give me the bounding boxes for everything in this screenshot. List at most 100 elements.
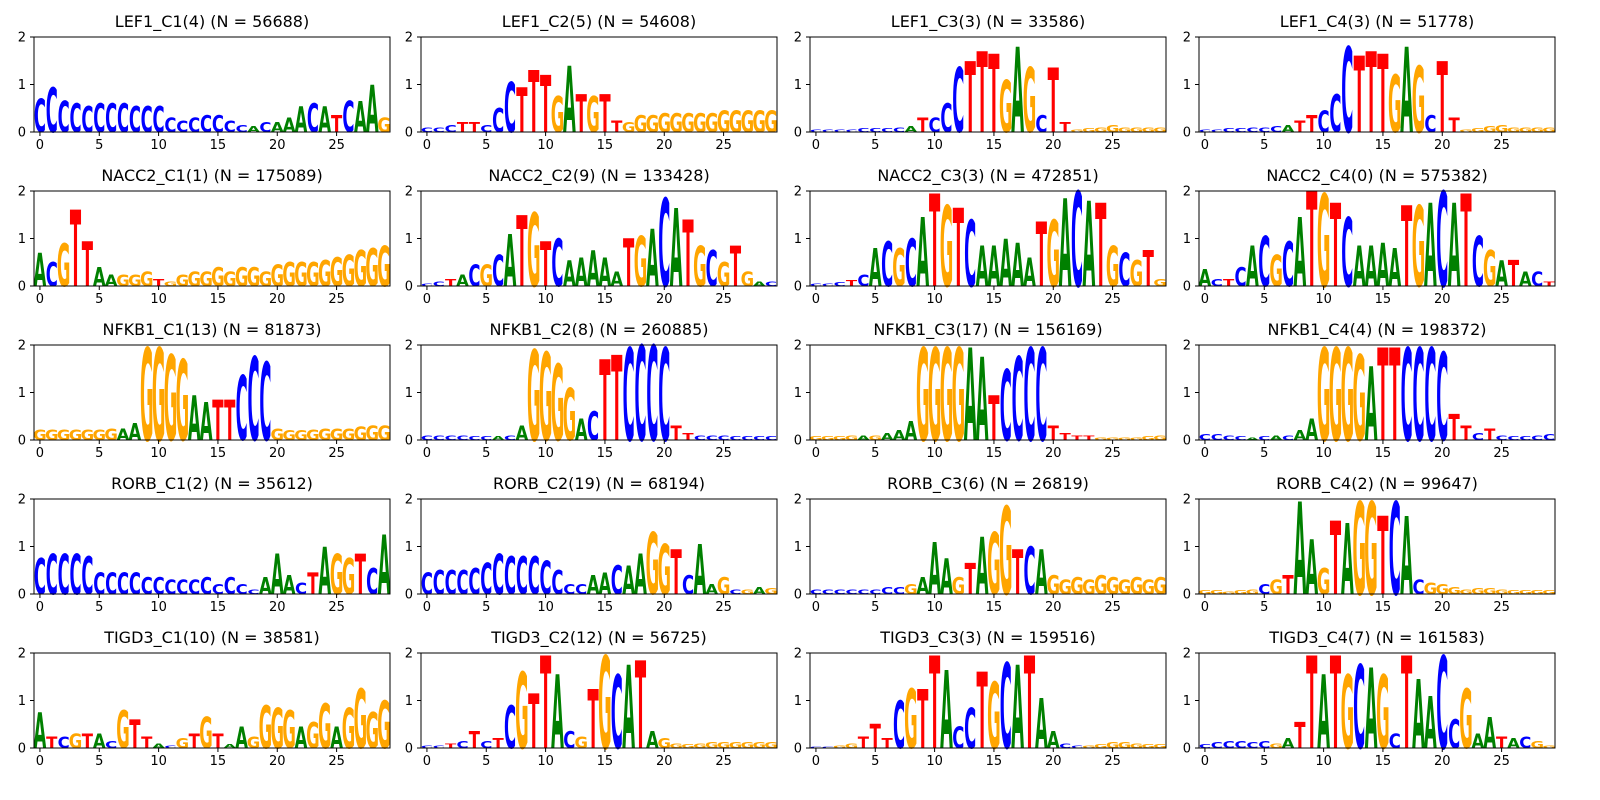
- logo-letter: T: [1543, 280, 1555, 288]
- y-tick-label: 1: [18, 232, 26, 247]
- logo-letter: A: [551, 656, 564, 773]
- logo-letter: T: [1036, 204, 1047, 307]
- logo-letter: C: [1023, 535, 1035, 610]
- logo-letter: C: [117, 97, 129, 143]
- logo-letter: G: [1106, 234, 1120, 299]
- x-tick-label: 25: [328, 292, 345, 307]
- x-tick-label: 20: [1045, 292, 1062, 307]
- logo-letter: G: [741, 741, 755, 750]
- logo-panel: TIGD3_C4(7) (N = 161583)C C C C C C GA T T A T G C AG…: [1183, 628, 1556, 779]
- logo-panel: RORB_C1(2) (N = 35612)C C C C C C C C C C C C C C C C C C…: [18, 474, 391, 615]
- logo-letter: C: [307, 97, 319, 143]
- logo-letter: T: [611, 117, 623, 136]
- logo-letter: T: [1294, 117, 1306, 136]
- logo-letter: C: [1012, 335, 1024, 468]
- logo-letter: A: [235, 721, 248, 756]
- logo-letter: C: [1211, 433, 1223, 442]
- y-tick-label: 1: [18, 694, 26, 709]
- y-tick-label: 1: [1183, 232, 1191, 247]
- logo-letter: G: [1082, 127, 1096, 133]
- logo-letter: G: [354, 240, 368, 298]
- logo-letter: G: [330, 542, 344, 607]
- logo-letter: C: [93, 97, 105, 143]
- logo-letter: G: [1130, 126, 1144, 134]
- logo-letter: T: [1508, 253, 1519, 295]
- logo-letter: C: [247, 588, 259, 596]
- logo-letter: G: [1023, 50, 1037, 153]
- logo-letter: A: [916, 198, 929, 308]
- logo-letter: C: [575, 583, 587, 598]
- x-tick-label: 5: [95, 446, 103, 461]
- x-tick-label: 5: [95, 754, 103, 769]
- logo-letter: G: [681, 743, 695, 749]
- x-tick-label: 25: [1104, 138, 1121, 153]
- logo-letter: T: [1306, 632, 1317, 779]
- logo-letter: T: [212, 388, 223, 453]
- logo-letter: T: [82, 229, 93, 301]
- logo-letter: C: [765, 280, 777, 288]
- logo-letter: C: [893, 585, 905, 597]
- logo-letter: T: [1365, 30, 1376, 159]
- logo-letter: C: [34, 91, 46, 144]
- logo-letter: G: [377, 423, 391, 446]
- panel-title: RORB_C3(6) (N = 26819): [887, 474, 1089, 494]
- logo-letter: A: [283, 115, 296, 138]
- x-tick-label: 25: [328, 600, 345, 615]
- y-tick-label: 2: [794, 493, 802, 508]
- logo-panel: LEF1_C1(4) (N = 56688)C C C C C C C C C C C C C C C C C C…: [18, 12, 391, 153]
- logo-letter: A: [563, 253, 576, 295]
- logo-letter: C: [765, 435, 777, 441]
- logo-letter: G: [1246, 588, 1260, 596]
- logo-letter: G: [1118, 741, 1132, 750]
- logo-letter: C: [176, 117, 188, 136]
- logo-letter: G: [342, 548, 356, 606]
- logo-letter: G: [693, 234, 707, 299]
- logo-letter: G: [1234, 589, 1248, 595]
- logo-letter: C: [1424, 111, 1436, 137]
- y-tick-label: 1: [794, 232, 802, 247]
- x-tick-label: 25: [1493, 292, 1510, 307]
- logo-letter: A: [940, 548, 953, 606]
- logo-letter: C: [445, 123, 457, 135]
- y-tick-label: 0: [405, 280, 413, 295]
- logo-letter: G: [271, 696, 285, 761]
- logo-letter: A: [976, 234, 989, 299]
- x-tick-label: 20: [1045, 754, 1062, 769]
- logo-panel: NACC2_C4(0) (N = 575382)A C T C A C G C A T G T C A A A…: [1183, 165, 1556, 317]
- logo-letter: A: [366, 73, 379, 148]
- logo-letter: T: [576, 85, 588, 146]
- y-tick-label: 1: [405, 386, 413, 401]
- logo-letter: G: [199, 708, 213, 758]
- logo-letter: G: [845, 742, 859, 750]
- logo-letter: G: [1130, 253, 1144, 295]
- logo-letter: C: [105, 567, 117, 602]
- y-tick-label: 2: [794, 31, 802, 46]
- logo-letter: T: [445, 277, 457, 289]
- x-tick-label: 0: [423, 138, 431, 153]
- y-tick-label: 1: [18, 386, 26, 401]
- logo-letter: C: [516, 547, 528, 608]
- logo-letter: A: [869, 239, 882, 300]
- logo-letter: G: [1530, 589, 1544, 595]
- x-tick-label: 5: [1260, 754, 1268, 769]
- x-tick-label: 15: [1375, 138, 1392, 153]
- x-tick-label: 10: [150, 446, 167, 461]
- logo-letter: G: [1507, 589, 1521, 595]
- logo-letter: G: [1130, 742, 1144, 750]
- logo-letter: G: [598, 632, 612, 779]
- logo-letter: G: [809, 435, 823, 441]
- logo-letter: A: [753, 585, 766, 597]
- logo-letter: C: [504, 69, 516, 149]
- logo-letter: C: [1496, 434, 1508, 442]
- logo-letter: C: [845, 128, 857, 133]
- x-tick-label: 10: [926, 600, 943, 615]
- logo-letter: T: [953, 188, 964, 312]
- logo-letter: A: [599, 251, 612, 297]
- x-tick-label: 15: [986, 600, 1003, 615]
- logo-letter: G: [1519, 589, 1533, 595]
- logo-letter: T: [469, 727, 481, 753]
- logo-letter: C: [822, 128, 834, 133]
- logo-letter: G: [1519, 126, 1533, 134]
- logo-letter: C: [905, 227, 917, 302]
- x-tick-label: 15: [986, 446, 1003, 461]
